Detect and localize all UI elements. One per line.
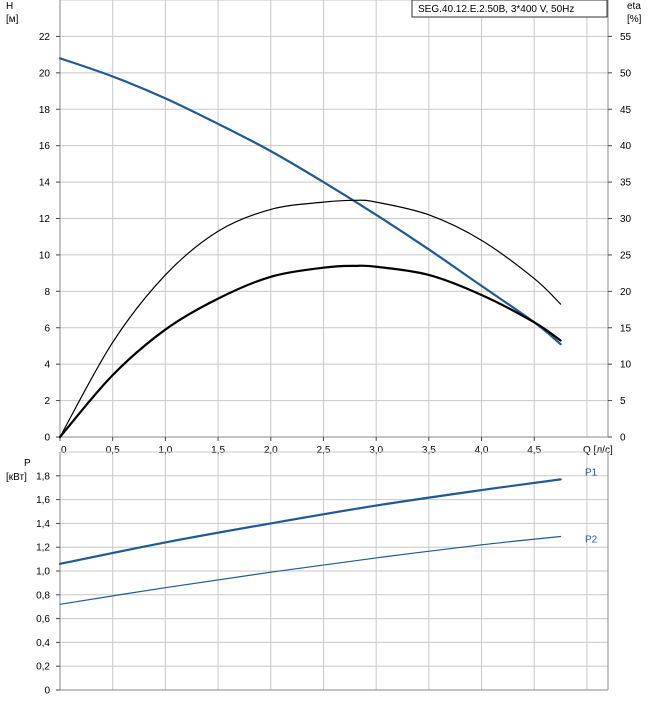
series-label-p2: P2 — [585, 534, 598, 545]
q-tick-label: 1,0 — [158, 445, 172, 456]
p-tick-label: 1,0 — [36, 567, 50, 578]
eta-axis-label: eta — [627, 1, 641, 12]
q-tick-label: 4,0 — [475, 445, 489, 456]
eta-tick-label: 15 — [620, 323, 632, 334]
eta-tick-label: 5 — [620, 396, 626, 407]
h-tick-label: 8 — [44, 287, 50, 298]
eta-tick-label: 10 — [620, 360, 632, 371]
q-tick-label: 2,5 — [317, 445, 331, 456]
h-tick-label: 18 — [39, 105, 51, 116]
p-axis-label: P — [24, 458, 31, 469]
eta-tick-label: 45 — [620, 105, 632, 116]
eta-tick-label: 0 — [620, 433, 626, 444]
p-tick-label: 1,4 — [36, 519, 50, 530]
power-curve-p2 — [59, 535, 562, 605]
power-curve-p1 — [58, 478, 562, 565]
h-tick-label: 14 — [39, 178, 51, 189]
p-tick-label: 1,6 — [36, 495, 50, 506]
h-tick-label: 16 — [39, 141, 51, 152]
efficiency-curve-thick — [58, 264, 562, 439]
q-tick-label: 0 — [61, 445, 67, 456]
p-axis-unit: [кВт] — [6, 472, 27, 483]
h-tick-label: 12 — [39, 214, 51, 225]
h-tick-label: 4 — [44, 360, 50, 371]
eta-tick-label: 40 — [620, 141, 632, 152]
head-curve — [58, 57, 562, 346]
chart-title: SEG.40.12.E.2.50B, 3*400 V, 50Hz — [418, 4, 574, 15]
q-tick-label: 4,5 — [527, 445, 541, 456]
p-tick-label: 1,8 — [36, 471, 50, 482]
q-tick-label: 3,5 — [422, 445, 436, 456]
h-tick-label: 0 — [44, 433, 50, 444]
p-tick-label: 0,2 — [36, 662, 50, 673]
h-tick-label: 10 — [39, 250, 51, 261]
title-box — [411, 0, 608, 18]
p-tick-label: 0 — [44, 686, 50, 697]
eta-tick-label: 25 — [620, 250, 632, 261]
h-tick-label: 2 — [44, 396, 50, 407]
eta-tick-label: 20 — [620, 287, 632, 298]
series-label-p1: P1 — [585, 467, 598, 478]
q-tick-label: 2,0 — [264, 445, 278, 456]
h-axis-label: H — [6, 1, 13, 12]
eta-tick-label: 30 — [620, 214, 632, 225]
q-tick-label: 3,0 — [369, 445, 383, 456]
eta-tick-label: 55 — [620, 32, 632, 43]
eta-tick-label: 35 — [620, 178, 632, 189]
q-tick-label: 1,5 — [211, 445, 225, 456]
h-axis-unit: [м] — [6, 14, 19, 25]
p-tick-label: 0,6 — [36, 614, 50, 625]
p-tick-label: 0,8 — [36, 590, 50, 601]
p-tick-label: 0,4 — [36, 638, 50, 649]
q-axis-label: Q [л/с] — [583, 445, 613, 456]
h-tick-label: 22 — [39, 32, 51, 43]
q-tick-label: 0,5 — [106, 445, 120, 456]
h-tick-label: 6 — [44, 323, 50, 334]
p-tick-label: 1,2 — [36, 543, 50, 554]
efficiency-curve-thin — [59, 199, 562, 438]
eta-tick-label: 50 — [620, 68, 632, 79]
h-tick-label: 20 — [39, 68, 51, 79]
eta-axis-unit: [%] — [627, 14, 642, 25]
